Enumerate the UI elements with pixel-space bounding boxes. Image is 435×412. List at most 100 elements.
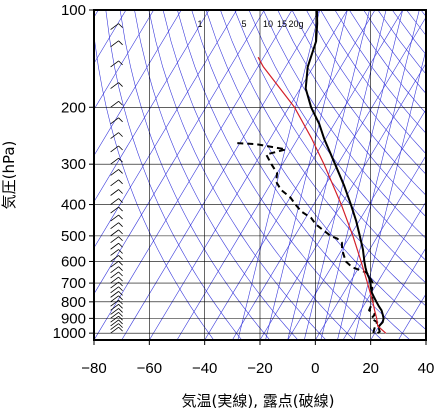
dry-adiabat	[320, 10, 426, 155]
wind-barb-flag	[119, 4, 123, 8]
y-tick-label: 900	[61, 310, 86, 327]
wind-barb-flag	[118, 295, 123, 301]
wind-barb-flag	[118, 299, 123, 305]
dry-adiabat	[220, 10, 426, 307]
wind-barb	[110, 319, 119, 327]
x-tick-label: 40	[418, 360, 435, 377]
wind-barb-flag	[118, 189, 123, 194]
wind-barb	[110, 255, 119, 262]
wind-barb	[110, 145, 119, 153]
wind-barb-flag	[118, 23, 123, 28]
y-tick-label: 600	[61, 253, 86, 270]
x-tick-label: −80	[81, 360, 106, 377]
y-tick-label: 800	[61, 294, 86, 311]
y-tick-label: 500	[61, 228, 86, 245]
dry-adiabat	[277, 10, 426, 218]
wind-barb	[110, 60, 119, 68]
mixing-ratio-line	[237, 10, 320, 340]
wind-barb-flag	[118, 179, 123, 185]
x-tick-label: −60	[137, 360, 162, 377]
wind-barb	[110, 299, 119, 307]
wind-barb-flag	[118, 255, 123, 260]
mixing-ratio-label: 20g	[288, 19, 303, 29]
wind-barb-flag	[118, 291, 123, 296]
x-tick-label: 20	[362, 360, 379, 377]
series-temperature-line	[304, 10, 385, 335]
wind-barb-flag	[118, 236, 123, 242]
wind-barb	[110, 23, 119, 30]
wind-barb	[110, 236, 119, 244]
wind-barb	[110, 40, 119, 48]
wind-barb	[110, 206, 119, 214]
mixing-ratio-labels: 1 5 10 15 20g	[197, 19, 303, 29]
y-tick-label: 200	[61, 99, 86, 116]
wind-barb-flag	[118, 323, 123, 328]
wind-barb	[110, 304, 119, 311]
wind-barb-flag	[118, 60, 123, 66]
wind-barb	[110, 100, 119, 108]
dry-adiabat	[134, 10, 299, 340]
wind-barb-flag	[118, 132, 123, 137]
wind-barb-flag	[118, 206, 123, 212]
wind-barb-flag	[118, 82, 123, 87]
wind-barb	[110, 323, 119, 330]
wind-barb	[110, 271, 119, 279]
mixing-ratio-line	[337, 10, 420, 340]
wind-barb-flag	[118, 222, 123, 227]
dry-adiabat	[234, 10, 426, 284]
wind-barb-flag	[118, 169, 123, 174]
wind-barb-flag	[118, 315, 123, 321]
mixing-ratio-label: 10	[263, 19, 273, 29]
wind-barb	[110, 157, 119, 165]
wind-barb	[110, 326, 119, 334]
isotherm	[94, 10, 265, 295]
dry-adiabat	[162, 10, 355, 340]
y-tick-label: 700	[61, 275, 86, 292]
wind-barb-flag	[118, 271, 123, 277]
wind-barb	[110, 169, 119, 176]
isotherm	[149, 10, 348, 340]
isotherm	[121, 10, 320, 340]
dry-adiabat	[94, 31, 214, 340]
x-tick-label: 0	[311, 360, 319, 377]
wind-barb	[110, 198, 119, 205]
wind-barb	[110, 291, 119, 298]
isotherm	[94, 10, 154, 111]
wind-barb-flag	[118, 145, 123, 151]
wind-barb-flag	[118, 229, 123, 235]
wind-barb-flag	[118, 214, 123, 220]
wind-barb	[110, 189, 119, 196]
wind-barb-flag	[118, 286, 123, 292]
dry-adiabat	[105, 10, 243, 340]
mixing-ratio-label: 1	[197, 19, 202, 29]
wind-barb	[110, 132, 119, 139]
dry-adiabat	[205, 10, 426, 330]
mixing-ratio-line	[303, 10, 387, 340]
isotherm	[315, 154, 426, 340]
isotherm	[94, 10, 210, 203]
wind-barb-flag	[118, 276, 123, 282]
grid-lines	[94, 10, 426, 340]
x-tick-label: −20	[247, 360, 272, 377]
wind-barb	[110, 276, 119, 284]
axis-ticks: −80 −60 −40 −20 0 20 40 100 200 300 400 500 600 700 80…	[53, 2, 435, 377]
mixing-ratio-line	[265, 10, 348, 340]
wind-barb-flag	[118, 198, 123, 203]
x-tick-label: −40	[192, 360, 217, 377]
wind-barb	[110, 229, 119, 237]
wind-barb	[110, 82, 119, 89]
wind-barb	[110, 242, 119, 250]
wind-barb	[110, 222, 119, 229]
wind-barb	[110, 312, 119, 319]
isotherm	[232, 16, 426, 340]
isotherm	[342, 201, 426, 340]
x-axis-title: 気温(実線), 露点(破線)	[182, 392, 335, 410]
dry-adiabat	[291, 10, 426, 196]
mixing-ratio-label: 5	[241, 19, 246, 29]
y-tick-label: 400	[61, 197, 86, 214]
mixing-ratio-label: 15	[277, 19, 287, 29]
wind-barb-flag	[118, 260, 123, 266]
wind-barb	[110, 286, 119, 294]
wind-barb	[110, 249, 119, 256]
